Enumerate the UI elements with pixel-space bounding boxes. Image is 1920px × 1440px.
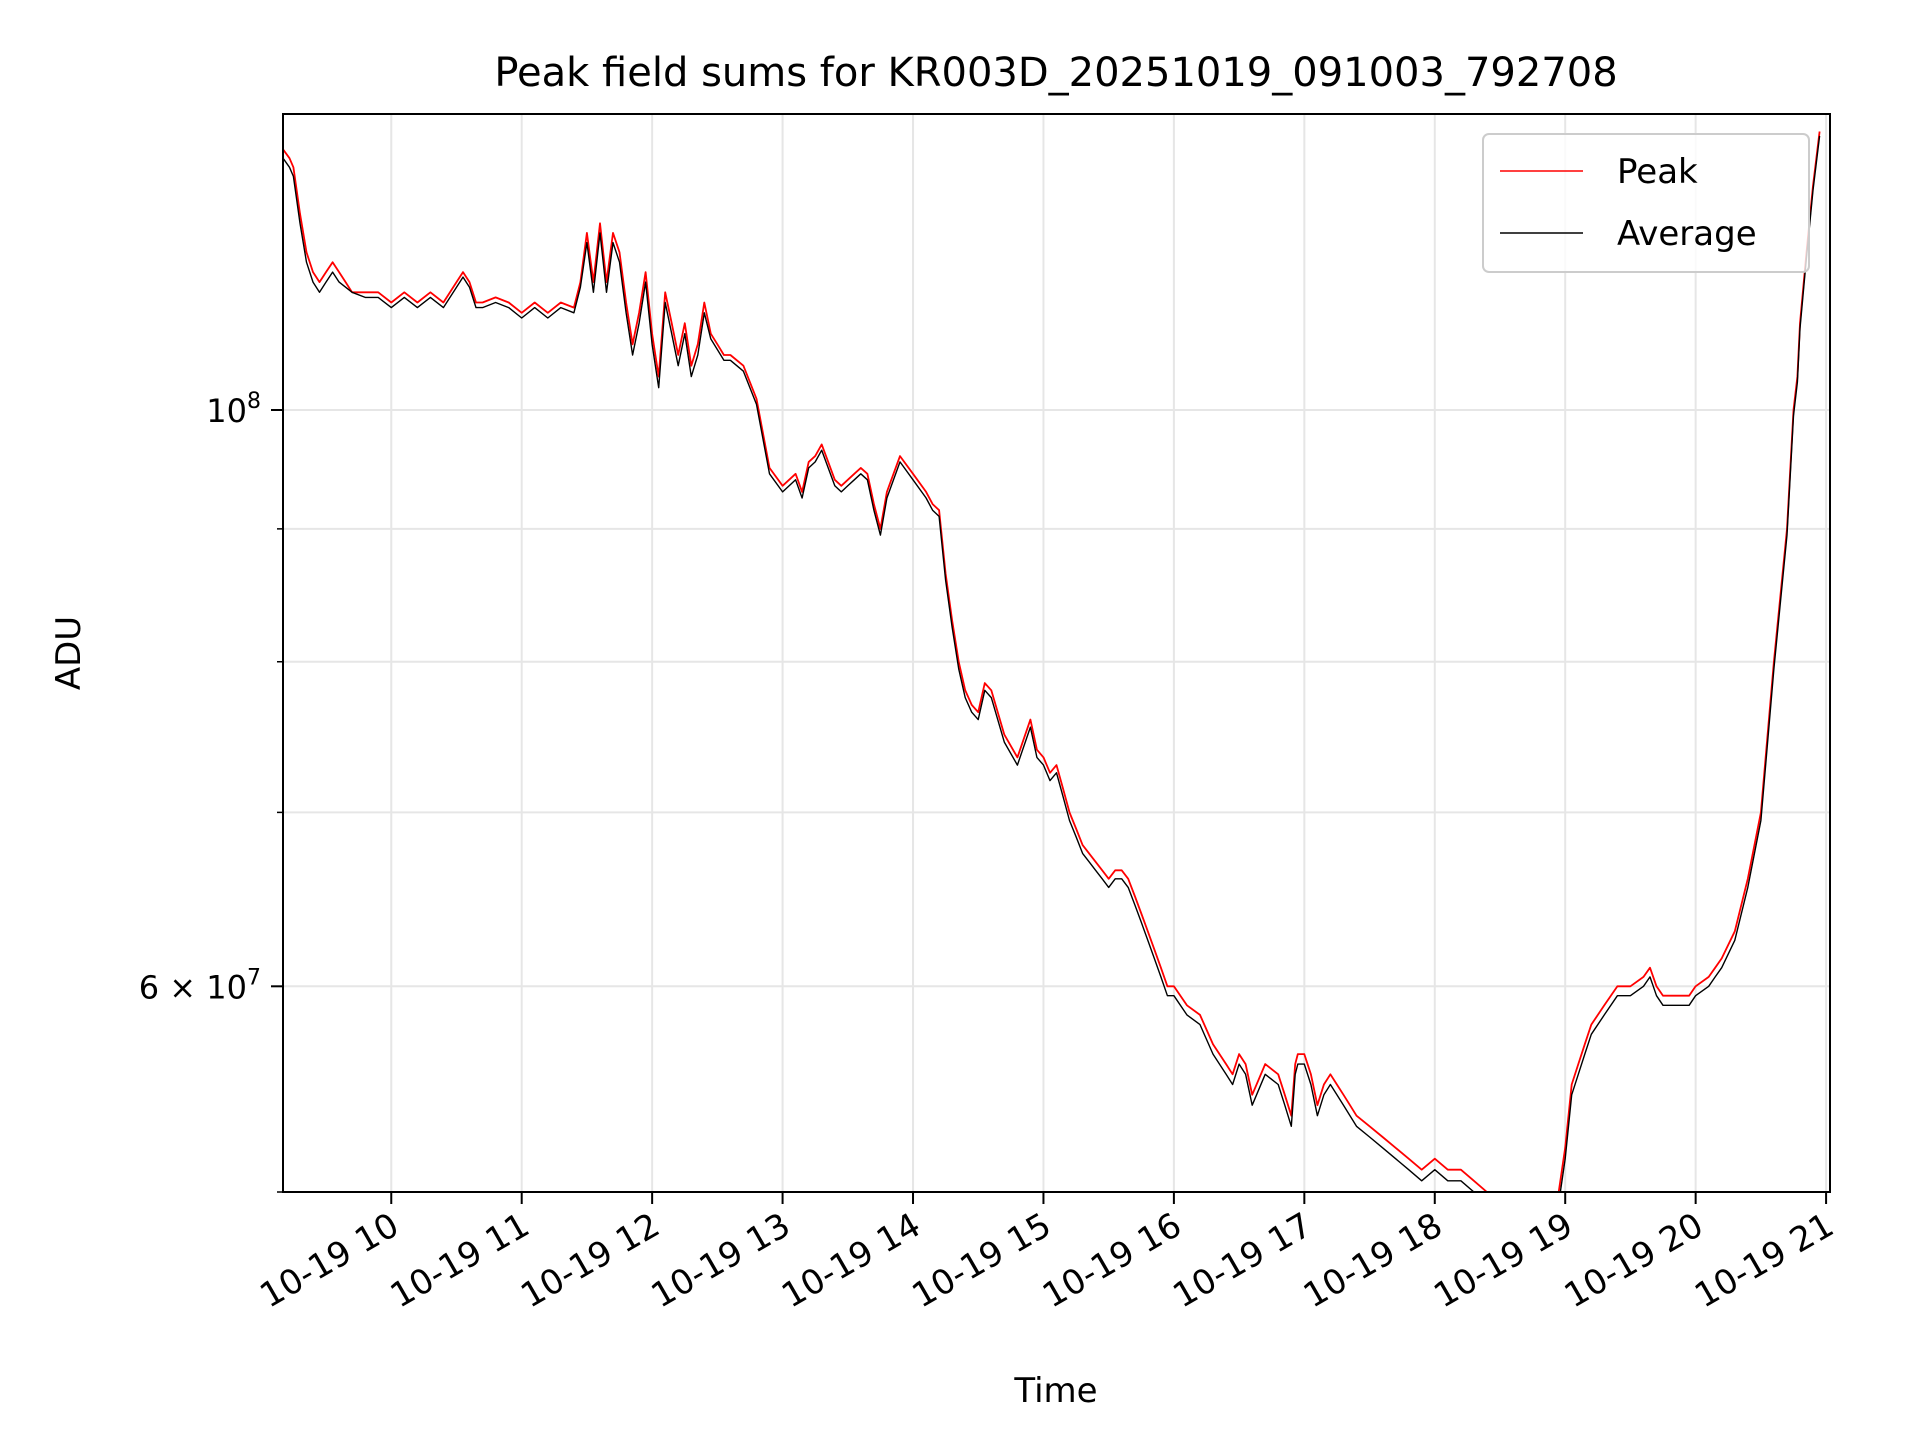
y-axis: 108 6 × 107 bbox=[139, 389, 283, 1193]
plot-frame bbox=[282, 113, 1831, 1193]
legend-box bbox=[1482, 133, 1810, 273]
y-tick-label: 108 bbox=[206, 389, 261, 430]
grid bbox=[283, 114, 1830, 1193]
average-series-line bbox=[283, 135, 1821, 1192]
legend-average-label: Average bbox=[1617, 214, 1757, 254]
peak-series-line bbox=[283, 131, 1821, 1192]
series-layer bbox=[283, 131, 1821, 1192]
y-tick-label: 6 × 107 bbox=[139, 965, 261, 1006]
x-axis-label: Time bbox=[1013, 1371, 1097, 1411]
legend: Peak Average bbox=[1482, 133, 1810, 273]
legend-peak-label: Peak bbox=[1617, 152, 1698, 192]
y-axis-label: ADU bbox=[49, 616, 89, 690]
chart-title: Peak field sums for KR003D_20251019_0910… bbox=[494, 50, 1617, 96]
